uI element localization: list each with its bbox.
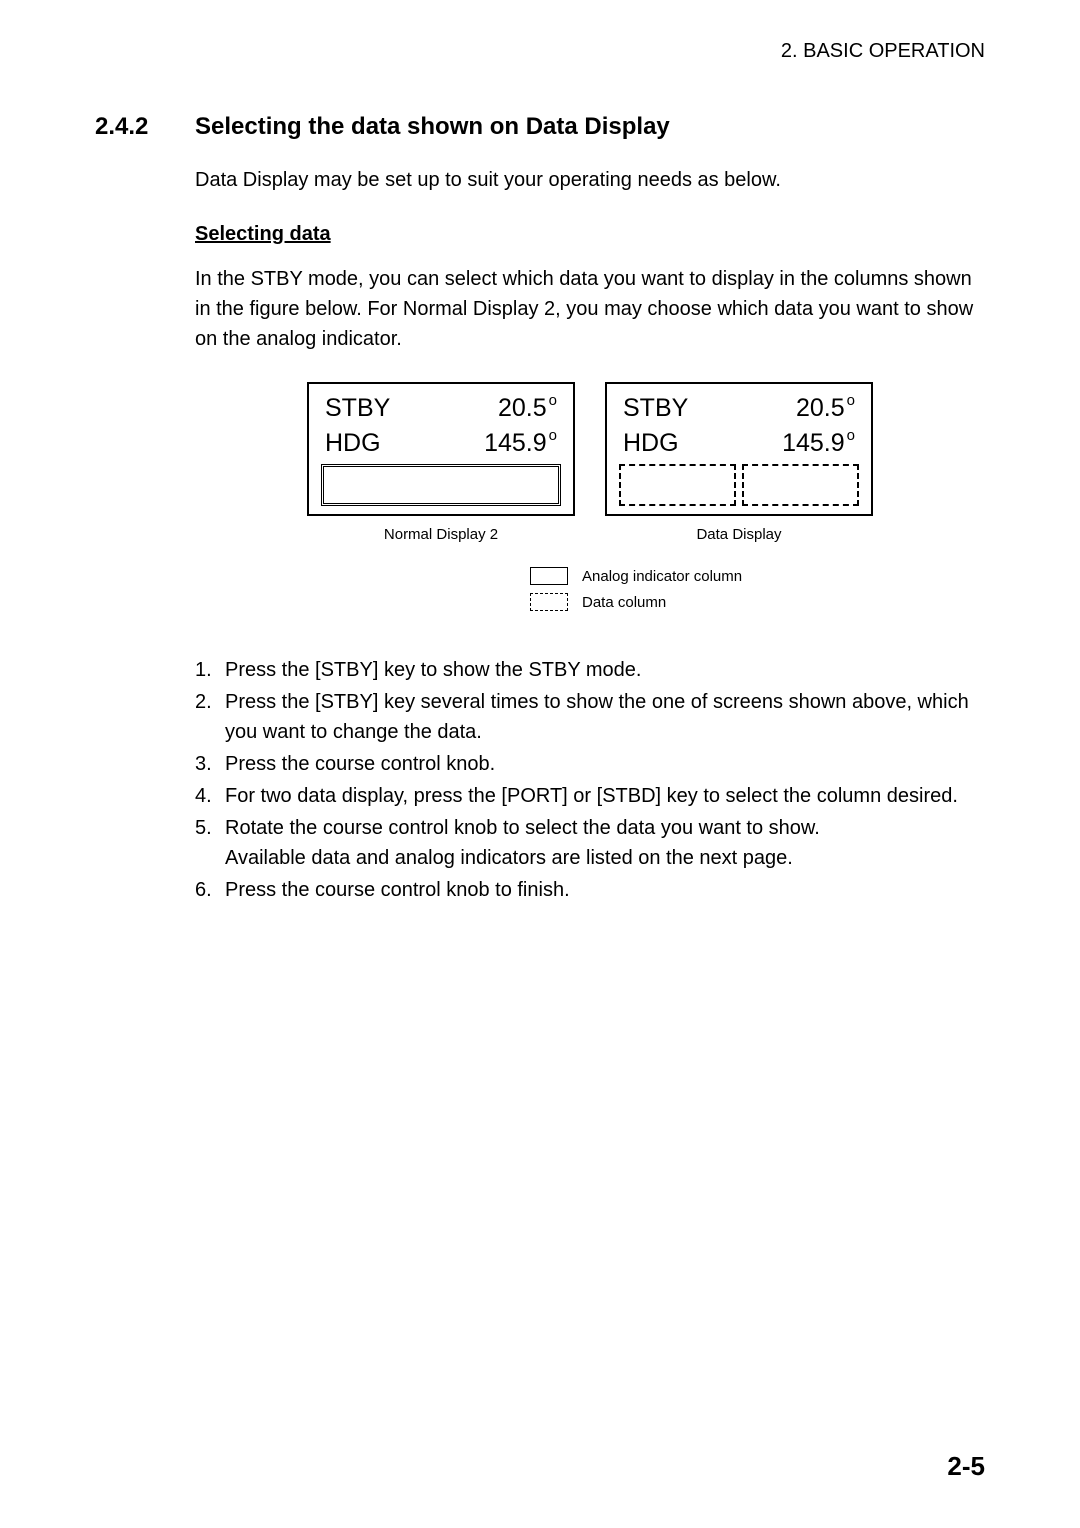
list-item: 6. Press the course control knob to fini… [195, 875, 985, 905]
section-number: 2.4.2 [95, 113, 195, 141]
body-paragraph: In the STBY mode, you can select which d… [195, 264, 985, 354]
display-value: 145.9o [484, 429, 557, 458]
page-number: 2-5 [947, 1451, 985, 1482]
list-item: 4. For two data display, press the [PORT… [195, 781, 985, 811]
list-item: 5. Rotate the course control knob to sel… [195, 813, 985, 873]
list-item: 1. Press the [STBY] key to show the STBY… [195, 655, 985, 685]
diagram-area: STBY 20.5o HDG 145.9o Normal Display 2 [195, 382, 985, 619]
data-column-box [619, 464, 736, 506]
display-label: HDG [325, 429, 381, 458]
legend-label: Analog indicator column [582, 568, 742, 585]
section-title: Selecting the data shown on Data Display [195, 113, 670, 141]
legend-dashed-icon [530, 593, 568, 611]
legend-solid-icon [530, 567, 568, 585]
intro-paragraph: Data Display may be set up to suit your … [195, 165, 985, 195]
data-column-box [742, 464, 859, 506]
display-left: STBY 20.5o HDG 145.9o Normal Display 2 [307, 382, 575, 543]
legend-label: Data column [582, 594, 666, 611]
display-caption: Normal Display 2 [307, 526, 575, 543]
analog-indicator-box [321, 464, 561, 506]
display-label: STBY [325, 394, 390, 423]
display-caption: Data Display [605, 526, 873, 543]
display-right: STBY 20.5o HDG 145.9o [605, 382, 873, 543]
display-value: 20.5o [498, 394, 557, 423]
display-label: HDG [623, 429, 679, 458]
display-value: 145.9o [782, 429, 855, 458]
steps-list: 1. Press the [STBY] key to show the STBY… [195, 655, 985, 905]
list-item: 3. Press the course control knob. [195, 749, 985, 779]
legend: Analog indicator column Data column [530, 567, 742, 619]
display-label: STBY [623, 394, 688, 423]
subheading: Selecting data [195, 223, 985, 246]
list-item: 2. Press the [STBY] key several times to… [195, 687, 985, 747]
chapter-header: 2. BASIC OPERATION [95, 40, 985, 63]
display-value: 20.5o [796, 394, 855, 423]
